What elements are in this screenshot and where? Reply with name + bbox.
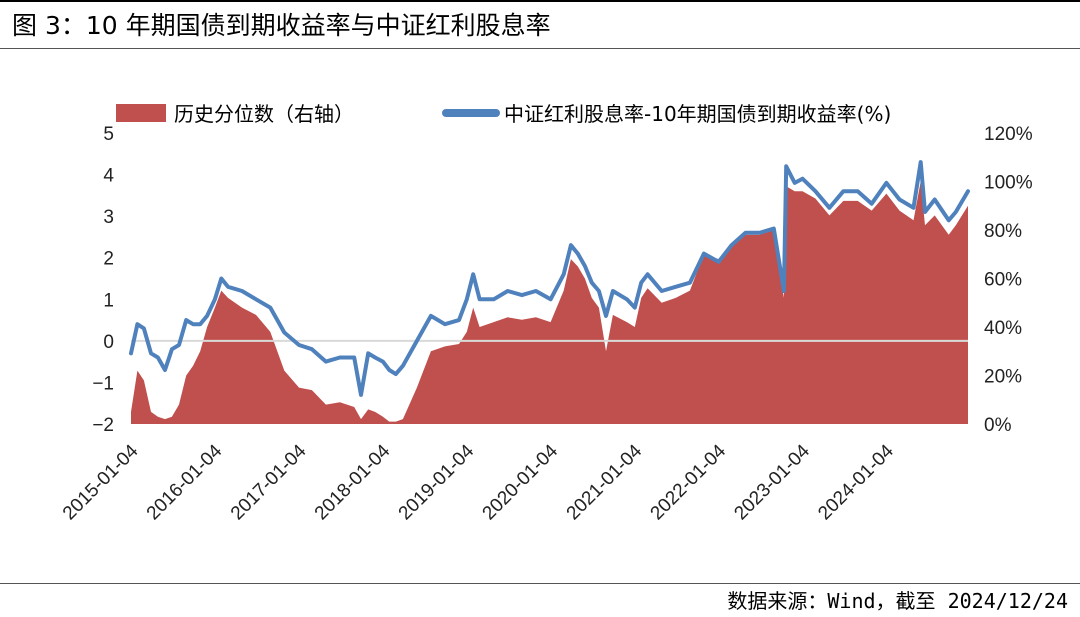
top-border [0,0,1080,2]
x-tick-label: 2018-01-04 [311,440,395,524]
x-tick-label: 2021-01-04 [563,440,647,524]
left-tick-label: 1 [103,290,114,311]
x-tick-label: 2019-01-04 [395,440,479,524]
bottom-divider [0,583,1080,584]
left-tick-label: 5 [103,124,114,145]
spread-line [129,160,970,397]
right-tick-label: 40% [984,318,1022,339]
x-tick-label: 2024-01-04 [814,440,898,524]
x-axis-ticks: 2015-01-04 2016-01-04 2017-01-04 2018-01-04… [59,440,898,524]
right-tick-label: 20% [984,367,1022,388]
x-tick-label: 2020-01-04 [479,440,563,524]
source-note: 数据来源：Wind，截至 2024/12/24 [727,589,1068,613]
left-tick-label: 4 [103,166,114,187]
x-tick-label: 2017-01-04 [227,440,311,524]
legend: 历史分位数（右轴） 中证红利股息率-10年期国债到期收益率(%) [116,102,891,126]
left-tick-label: −1 [92,373,114,394]
right-tick-label: 0% [984,415,1012,436]
left-tick-label: −2 [92,415,114,436]
right-tick-label: 100% [984,173,1033,194]
legend-swatch-area [116,104,166,122]
x-tick-label: 2022-01-04 [647,440,731,524]
percentile-area [131,181,968,424]
left-tick-label: 2 [103,249,114,270]
legend-label-area: 历史分位数（右轴） [174,102,354,126]
title-divider [0,48,1080,49]
chart-svg: −2 −1 0 1 2 3 4 5 0% 20% 40% 60% 80% 100% 120% 2015-0… [59,102,1033,524]
figure-title: 图 3：10 年期国债到期收益率与中证红利股息率 [12,11,551,40]
x-tick-label: 2015-01-04 [59,440,143,524]
left-tick-label: 0 [103,332,114,353]
right-tick-label: 60% [984,270,1022,291]
left-tick-label: 3 [103,207,114,228]
left-axis-ticks: −2 −1 0 1 2 3 4 5 [92,124,114,436]
legend-label-line: 中证红利股息率-10年期国债到期收益率(%) [504,102,891,126]
right-tick-label: 120% [984,124,1033,145]
percentile-area-group [131,181,968,424]
spread-line-group [129,160,970,397]
right-axis-ticks: 0% 20% 40% 60% 80% 100% 120% [984,124,1033,436]
x-tick-label: 2023-01-04 [730,440,814,524]
x-tick-label: 2016-01-04 [143,440,227,524]
right-tick-label: 80% [984,221,1022,242]
